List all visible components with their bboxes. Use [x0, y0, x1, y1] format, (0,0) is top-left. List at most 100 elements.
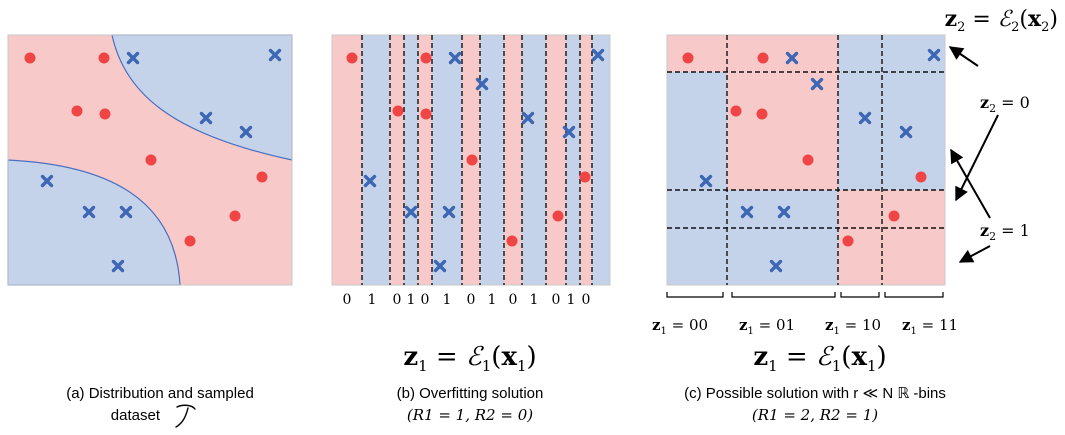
red-dot: [420, 108, 432, 120]
panel-b-caption-line2: (R1 = 1, R2 = 0): [407, 406, 533, 424]
blue-cross: [899, 125, 913, 139]
red-stripe: [332, 35, 362, 285]
red-dot: [98, 52, 110, 64]
red-dot: [888, 210, 900, 222]
grid-cell: [727, 72, 838, 190]
panel-a: (a) Distribution and sampled dataset: [7, 34, 293, 428]
panel-a-frame: [7, 34, 293, 286]
red-dot: [579, 171, 591, 183]
blue-cross: [858, 111, 872, 125]
panel-b-caption-line1: (b) Overfitting solution: [397, 385, 544, 402]
blue-stripe: [566, 35, 580, 285]
z1-bin-label: z1 = 01: [739, 316, 795, 337]
blue-cross: [699, 174, 713, 188]
z1-bin-label: z1 = 11: [902, 316, 958, 337]
bit-label: 1: [567, 292, 576, 308]
blue-cross: [82, 205, 96, 219]
panel-c-z1-brackets: z1 = 00 z1 = 01 z1 = 10 z1 = 11: [652, 292, 958, 337]
blue-cross: [40, 174, 54, 188]
grid-cell: [667, 35, 838, 72]
bit-label: 0: [343, 292, 352, 308]
red-dot: [256, 171, 268, 183]
blue-cross: [927, 48, 941, 62]
panel-c-dashed-lines: [667, 35, 945, 285]
z1-bin-bracket: [884, 292, 944, 298]
panel-b-stripes: [332, 35, 610, 285]
z2-equals-0-label: z2 = 0: [980, 93, 1030, 115]
red-dot: [145, 154, 157, 166]
z2-0-arrow-middle: [955, 114, 999, 202]
red-dot: [24, 52, 36, 64]
blue-cross: [442, 205, 456, 219]
blue-cross: [591, 48, 605, 62]
z1-bin-bracket: [731, 292, 836, 298]
z1-bin-bracket: [840, 292, 880, 298]
blue-cross: [111, 259, 125, 273]
z2-header-formula: z2 = ℰ2(x2): [945, 6, 1058, 35]
bit-label: 0: [467, 292, 476, 308]
panel-c-caption-line1: (c) Possible solution with r ≪ N ℝ -bins: [684, 385, 946, 402]
blue-cross: [433, 259, 447, 273]
bit-label: 0: [393, 292, 402, 308]
panel-c-caption-line2: (R1 = 2, R2 = 1): [752, 406, 878, 424]
blue-stripe: [404, 35, 418, 285]
blue-cross: [810, 77, 824, 91]
red-stripe: [546, 35, 566, 285]
blue-cross: [777, 205, 791, 219]
panel-c-formula: z1 = ℰ1(x1): [753, 342, 886, 375]
red-dot: [915, 171, 927, 183]
blue-cross: [363, 174, 377, 188]
red-stripe: [418, 35, 432, 285]
blue-cross: [199, 111, 213, 125]
blue-cross: [448, 51, 462, 65]
blue-cross: [740, 205, 754, 219]
red-dot: [420, 52, 432, 64]
blue-cross: [119, 205, 133, 219]
red-dot: [552, 210, 564, 222]
blue-cross: [521, 111, 535, 125]
grid-cell: [838, 190, 945, 285]
grid-cell: [667, 72, 727, 190]
blue-stripe: [522, 35, 546, 285]
blue-stripe: [432, 35, 462, 285]
bit-label: 1: [368, 292, 377, 308]
red-stripe: [390, 35, 404, 285]
red-stripe: [580, 35, 592, 285]
red-dot: [757, 52, 769, 64]
panel-a-blue-region-bottom-left: [7, 159, 181, 286]
panel-b-frame: [331, 34, 611, 286]
red-dot: [506, 235, 518, 247]
z2-1-arrow-upper: [950, 148, 991, 219]
panel-a-points: [24, 48, 282, 273]
panel-a-caption-line1: (a) Distribution and sampled: [66, 385, 254, 402]
blue-stripe: [362, 35, 390, 285]
red-dot: [346, 52, 358, 64]
z1-bin-bracket: [666, 292, 724, 298]
grid-cell: [838, 72, 945, 190]
z2-1-arrow-lower: [958, 245, 991, 263]
z2-0-arrow-top: [948, 46, 979, 67]
blue-stripe: [592, 35, 610, 285]
red-dot: [184, 235, 196, 247]
red-dot: [466, 154, 478, 166]
red-dot: [229, 210, 241, 222]
panel-b-dashed-lines: [361, 35, 593, 285]
grid-cell: [838, 35, 945, 72]
red-dot: [730, 105, 742, 117]
z1-bin-label: z1 = 00: [652, 316, 708, 337]
red-dot: [802, 154, 814, 166]
panel-b-points: [346, 48, 605, 273]
panel-a-caption-line2: dataset: [111, 407, 161, 424]
bit-label: 0: [421, 292, 430, 308]
blue-cross: [562, 125, 576, 139]
bit-label: 1: [488, 292, 497, 308]
bit-label: 1: [407, 292, 416, 308]
panel-c-points: [682, 48, 941, 273]
red-dot: [756, 108, 768, 120]
grid-cell: [667, 190, 838, 285]
dataset-t-glyph: [175, 404, 196, 428]
red-dot: [842, 235, 854, 247]
bit-label: 1: [530, 292, 539, 308]
